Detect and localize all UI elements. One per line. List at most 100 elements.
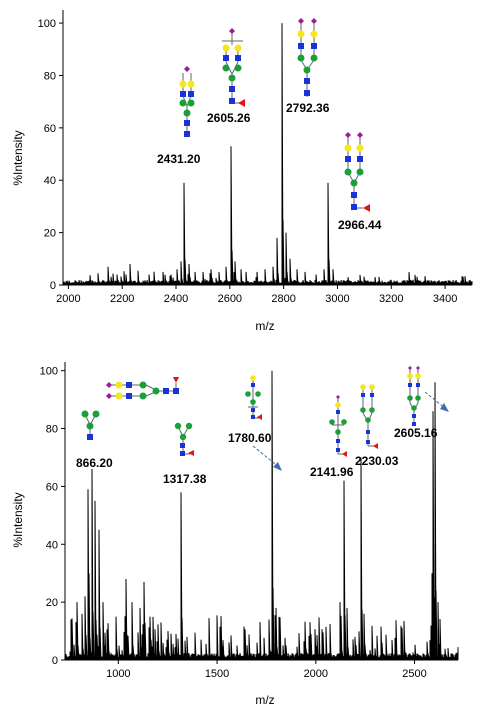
top-spectrum-trace [62, 23, 473, 286]
glcnac-icon [126, 382, 132, 388]
mannose-icon [81, 410, 89, 418]
top-peak-label-2792: 2792.36 [286, 101, 330, 115]
glycan-structure-1317 [174, 422, 194, 456]
glcnac-icon [366, 440, 370, 444]
mannose-icon [179, 99, 187, 107]
mannose-icon [415, 395, 421, 401]
mannose-icon [174, 422, 182, 430]
glcnac-icon [251, 383, 255, 387]
mannose-icon [335, 429, 341, 435]
glycan-structure-2141 [329, 395, 347, 457]
sialic-acid-icon [336, 395, 340, 399]
glcnac-icon [235, 55, 241, 61]
mannose-icon [356, 168, 364, 176]
mannose-icon [297, 54, 305, 62]
fucose-icon [238, 99, 245, 107]
mannose-icon [139, 392, 147, 400]
fucose-icon [188, 450, 194, 456]
bottom-y-axis-title: %Intensity [11, 492, 25, 547]
bottom-peak-label-2230: 2230.03 [355, 454, 399, 468]
sialic-acid-icon [345, 132, 351, 138]
glycan-structure-horizontal [106, 377, 179, 400]
mannose-icon [310, 54, 318, 62]
top-spectrum-chart: 2000 2200 2400 2600 2800 3000 3200 3400 0 20 40 60 8… [11, 10, 473, 333]
mannose-icon [411, 405, 417, 411]
glcnac-icon [126, 393, 132, 399]
sialic-acid-icon [106, 382, 112, 388]
galactose-icon [250, 375, 256, 381]
galactose-icon [360, 384, 366, 390]
glycan-structure-2431 [179, 66, 195, 137]
arrow-to-2605-peak [424, 391, 449, 412]
mannose-icon [179, 433, 187, 441]
glycan-structure-2605-bottom [407, 366, 421, 426]
galactose-icon [297, 30, 305, 38]
glcnac-icon [336, 448, 340, 452]
galactose-icon [115, 381, 123, 389]
glcnac-icon [173, 388, 179, 394]
glycan-structure-2792 [297, 18, 318, 97]
glcnac-icon [408, 383, 412, 387]
bottom-y-tick-label: 20 [46, 597, 58, 609]
mannose-icon [86, 422, 94, 430]
top-x-tick-label: 3000 [325, 293, 349, 305]
mannose-icon [92, 410, 100, 418]
glcnac-icon [412, 414, 416, 418]
glcnac-icon [412, 422, 416, 426]
galactose-icon [407, 373, 413, 379]
top-x-tick-label: 3200 [379, 293, 403, 305]
mannose-icon [183, 109, 191, 117]
glcnac-icon [180, 451, 185, 456]
glcnac-icon [351, 192, 357, 198]
galactose-icon [222, 44, 230, 52]
mannose-icon [139, 381, 147, 389]
sialic-acid-icon [416, 366, 420, 370]
top-x-tick-label: 2600 [218, 293, 242, 305]
glcnac-icon [184, 120, 190, 126]
mannose-icon [344, 168, 352, 176]
mannose-icon [187, 99, 195, 107]
bottom-y-tick-label: 0 [52, 655, 58, 667]
mannose-icon [350, 179, 358, 187]
top-x-tick-label: 3400 [433, 293, 457, 305]
glcnac-icon [351, 204, 357, 210]
bottom-y-tick-label: 40 [46, 539, 58, 551]
top-x-axis-title: m/z [255, 319, 274, 333]
top-y-tick-label: 20 [44, 228, 56, 240]
mannose-icon [407, 395, 413, 401]
glcnac-icon [184, 131, 190, 137]
top-y-tick-label: 80 [44, 70, 56, 82]
fucose-icon [173, 377, 179, 383]
bottom-peak-label-1780: 1780.60 [228, 431, 272, 445]
glcnac-icon [229, 86, 235, 92]
fucose-icon [373, 443, 378, 449]
glcnac-icon [229, 98, 235, 104]
glcnac-icon [304, 78, 310, 84]
mannose-icon [152, 387, 160, 395]
top-y-axis-title: %Intensity [11, 130, 25, 185]
glycan-structure-2605 [222, 28, 245, 107]
bottom-x-axis-title: m/z [255, 693, 274, 707]
bottom-x-tick-label: 1000 [106, 668, 130, 680]
fucose-icon [342, 451, 347, 457]
mannose-icon [365, 417, 371, 423]
arrow-to-1780-peak [252, 445, 282, 471]
top-x-tick-label: 2800 [271, 293, 295, 305]
glcnac-icon [366, 430, 370, 434]
galactose-icon [310, 30, 318, 38]
top-peak-label-2605: 2605.26 [207, 111, 251, 125]
bottom-spectrum-trace [64, 370, 459, 661]
bottom-peak-label-2605: 2605.16 [394, 426, 438, 440]
bottom-y-tick-label: 100 [40, 366, 58, 378]
mannose-icon [303, 66, 311, 74]
top-peak-label-2431: 2431.20 [157, 152, 201, 166]
bottom-y-tick-label: 80 [46, 424, 58, 436]
glycan-structure-1780 [245, 375, 262, 420]
glcnac-icon [188, 91, 194, 97]
bottom-x-tick-label: 1500 [205, 668, 229, 680]
glcnac-icon [163, 388, 169, 394]
glcnac-icon [416, 383, 420, 387]
top-peak-label-2966: 2966.44 [338, 218, 382, 232]
